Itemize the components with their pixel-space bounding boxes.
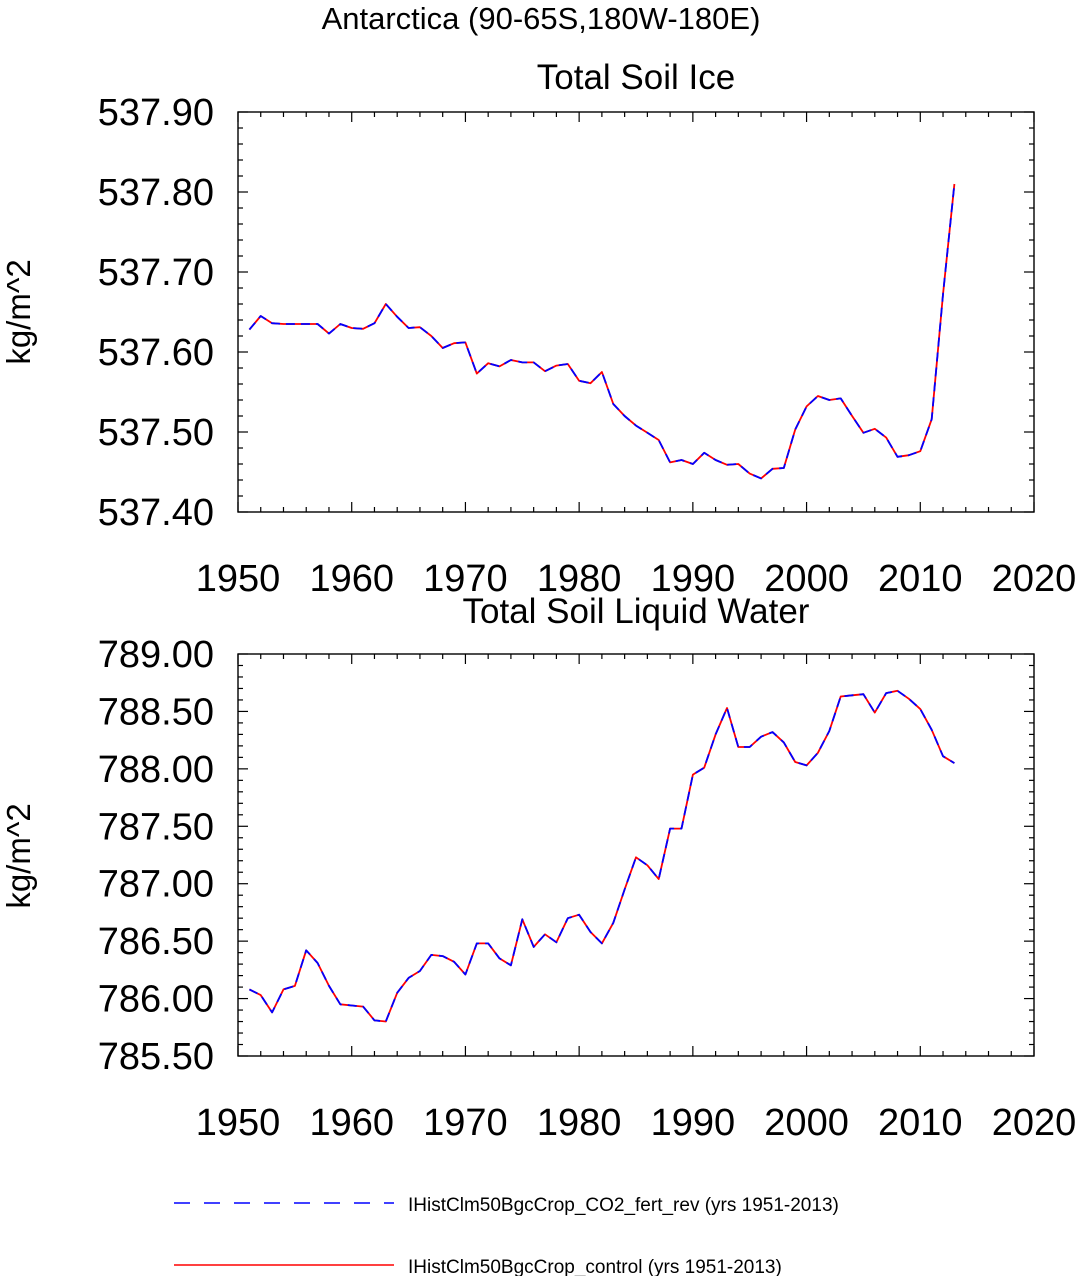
x-tick-label: 1990 <box>651 1102 736 1144</box>
y-tick-label: 537.40 <box>98 492 214 534</box>
plot-frame <box>237 653 1035 1057</box>
x-tick-label: 1990 <box>651 558 736 600</box>
y-tick-label: 788.50 <box>98 691 214 733</box>
legend-label: IHistClm50BgcCrop_CO2_fert_rev (yrs 1951… <box>408 1195 839 1216</box>
y-tick-label: 537.50 <box>98 412 214 454</box>
x-tick-label: 1970 <box>423 558 508 600</box>
y-tick-label: 786.50 <box>98 921 214 963</box>
legend: IHistClm50BgcCrop_CO2_fert_rev (yrs 1951… <box>174 1195 839 1276</box>
legend-label: IHistClm50BgcCrop_control (yrs 1951-2013… <box>408 1257 782 1276</box>
panel-total-soil-liquid-water: Total Soil Liquid Water kg/m^2 1950 1960 197… <box>0 592 1076 1144</box>
y-tick-label: 537.60 <box>98 332 214 374</box>
x-tick-label: 1980 <box>537 1102 622 1144</box>
y-tick-label: 789.00 <box>98 634 214 676</box>
plot-frame <box>237 111 1035 513</box>
x-tick-label: 2020 <box>992 1102 1077 1144</box>
y-tick-label: 537.70 <box>98 252 214 294</box>
series-line-control <box>248 183 956 480</box>
x-tick-label: 1980 <box>537 558 622 600</box>
series-line-control <box>248 689 955 1023</box>
series-line-co2-fert-rev <box>248 689 955 1023</box>
x-tick-label: 2020 <box>992 558 1077 600</box>
y-tick-label: 787.00 <box>98 864 214 906</box>
y-tick-label: 537.80 <box>98 172 214 214</box>
y-tick-label: 785.50 <box>98 1036 214 1078</box>
y-axis-label: kg/m^2 <box>0 259 37 364</box>
x-tick-label: 1960 <box>309 1102 394 1144</box>
x-tick-label: 2000 <box>764 558 849 600</box>
x-tick-label: 1950 <box>196 1102 281 1144</box>
legend-item: IHistClm50BgcCrop_control (yrs 1951-2013… <box>174 1257 782 1276</box>
panel-total-soil-ice: Total Soil Ice kg/m^2 1950 1960 1970 1980 1990… <box>0 58 1076 600</box>
series-line-co2-fert-rev <box>248 183 956 480</box>
figure-main-title: Antarctica (90-65S,180W-180E) <box>322 1 761 36</box>
y-tick-label: 788.00 <box>98 749 214 791</box>
y-axis-label: kg/m^2 <box>0 803 37 908</box>
x-tick-label: 2010 <box>878 558 963 600</box>
y-tick-label: 537.90 <box>98 92 214 134</box>
x-tick-label: 2010 <box>878 1102 963 1144</box>
panel-title: Total Soil Liquid Water <box>463 592 810 631</box>
x-tick-label: 1960 <box>309 558 394 600</box>
y-tick-label: 786.00 <box>98 979 214 1021</box>
panel-title: Total Soil Ice <box>537 58 735 97</box>
x-tick-label: 1970 <box>423 1102 508 1144</box>
x-tick-label: 1950 <box>196 558 281 600</box>
x-tick-label: 2000 <box>764 1102 849 1144</box>
y-tick-label: 787.50 <box>98 806 214 848</box>
legend-item: IHistClm50BgcCrop_CO2_fert_rev (yrs 1951… <box>174 1195 839 1216</box>
